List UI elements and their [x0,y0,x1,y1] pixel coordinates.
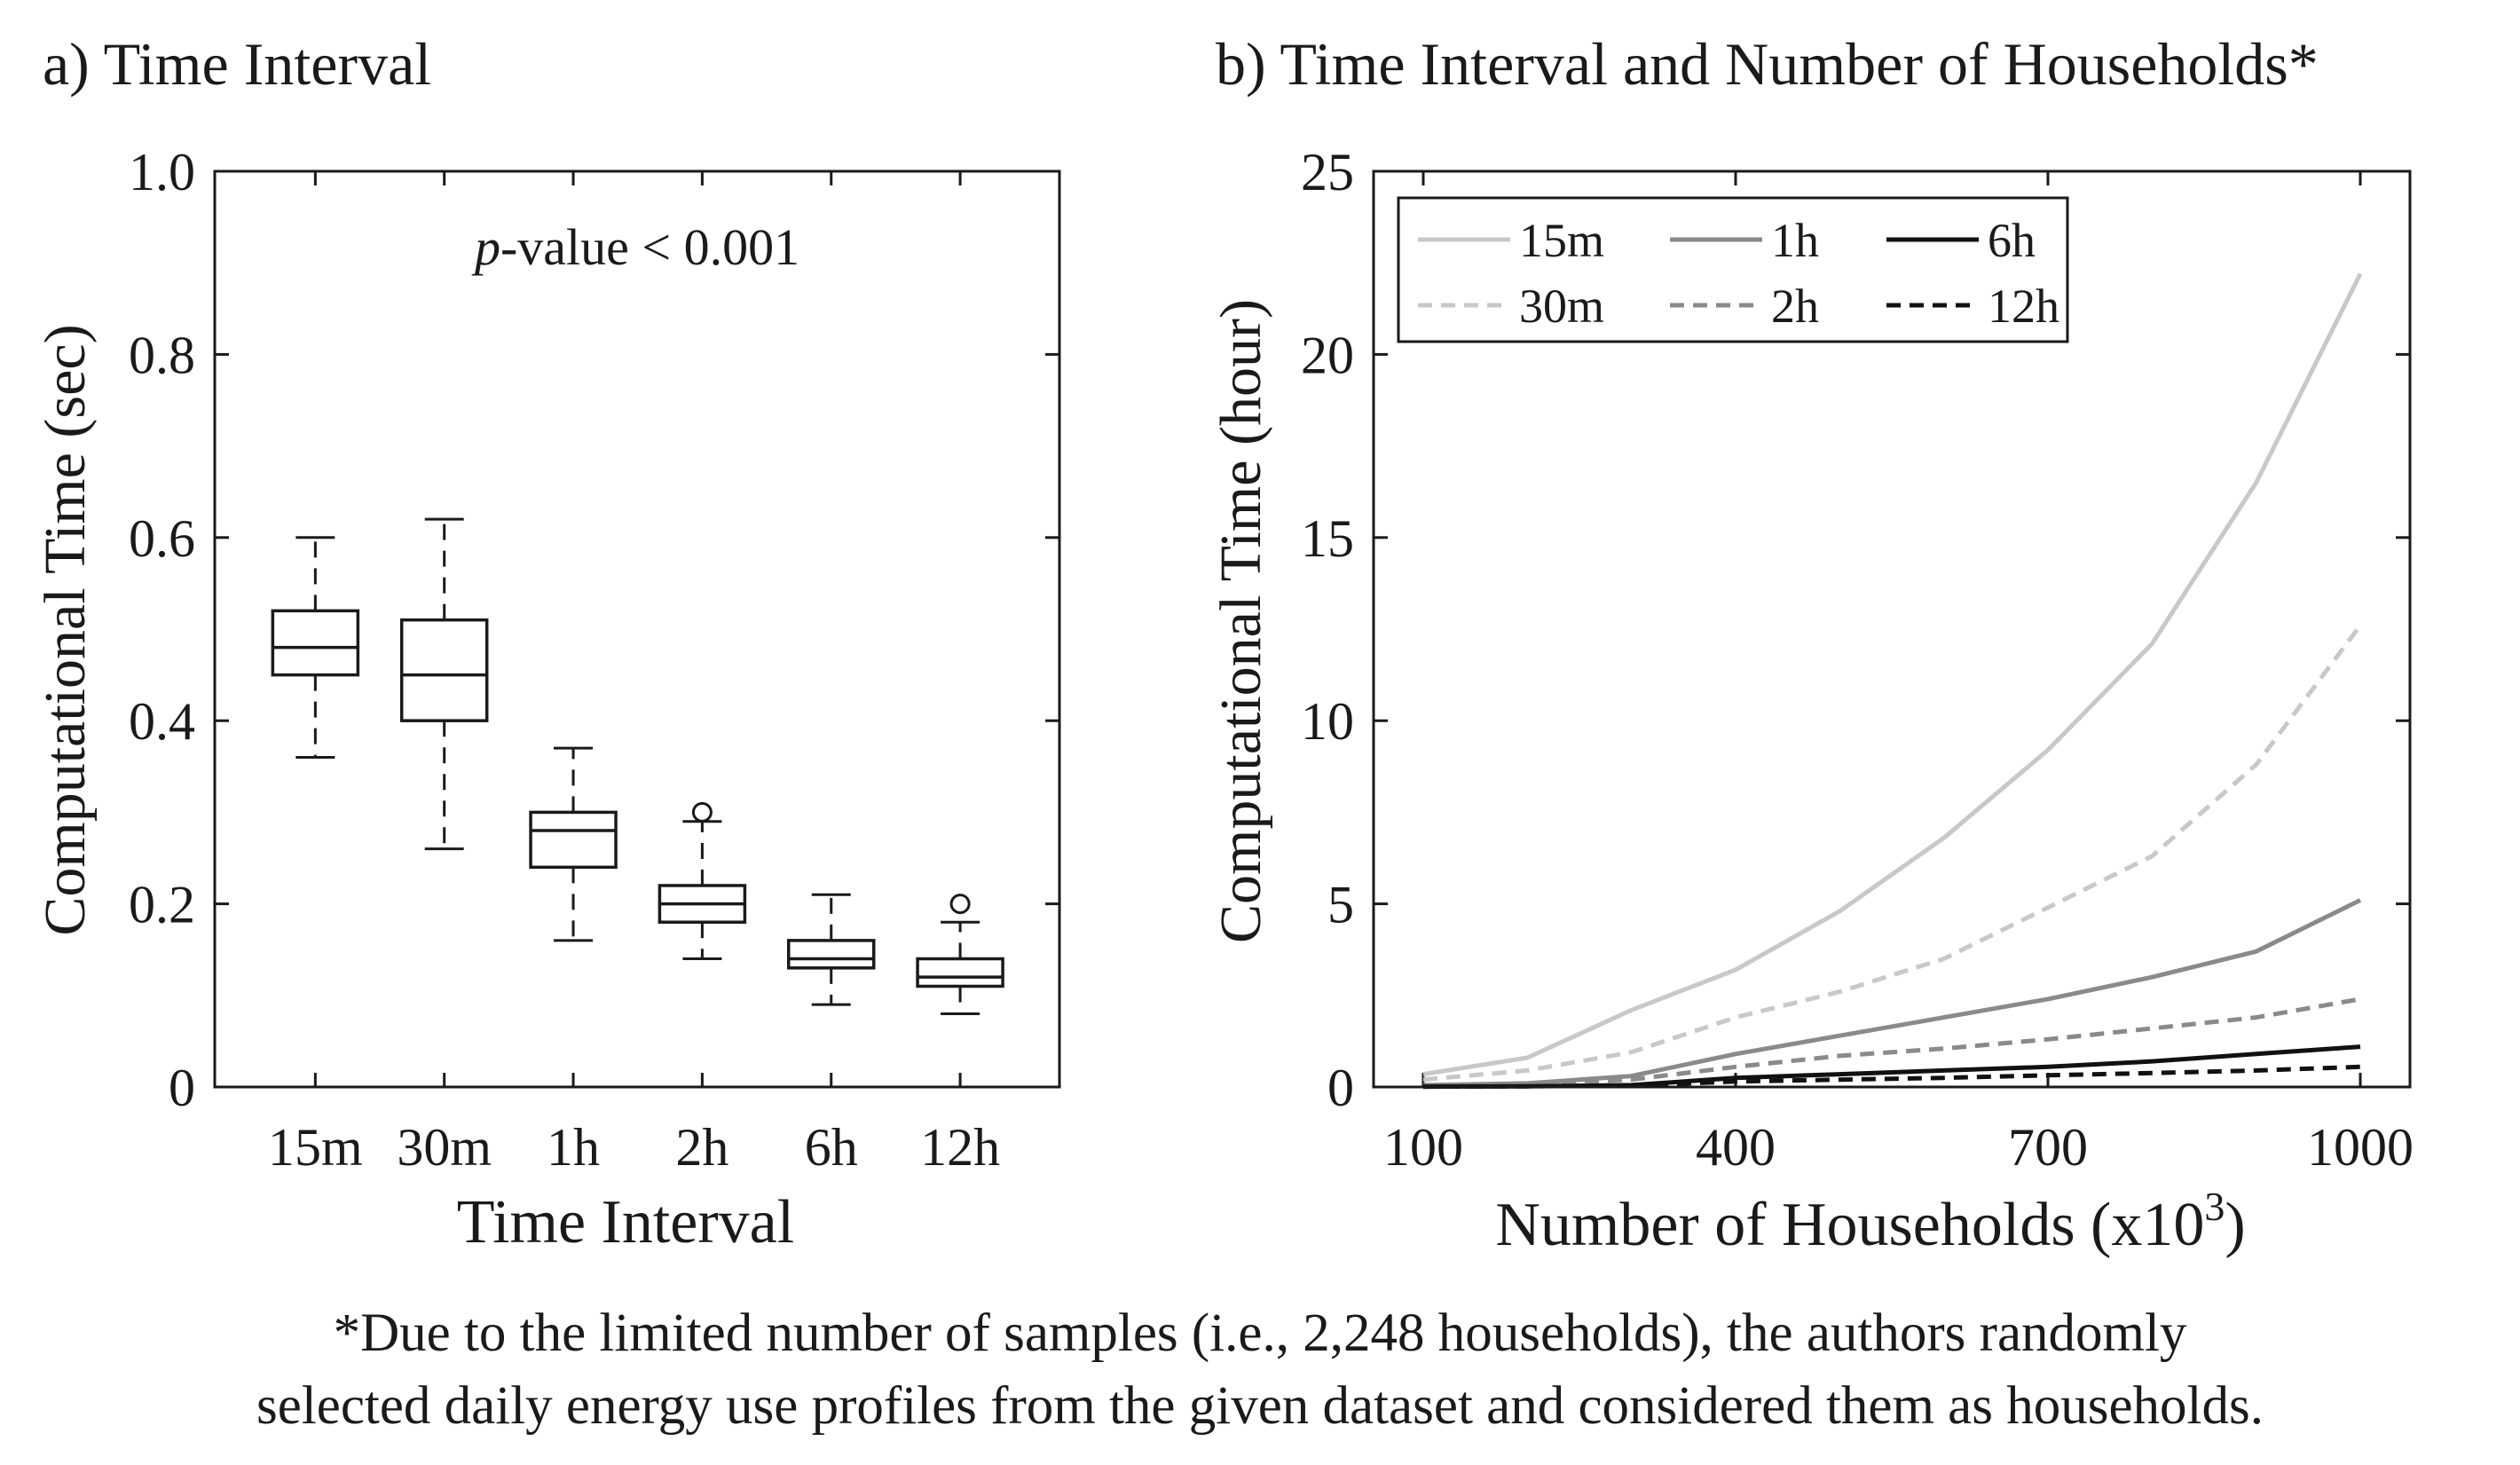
panel-a-frame [213,169,1061,1089]
panel-b-ytick-label: 5 [1327,876,1354,934]
panel-a-xtick-label: 2h [675,1118,728,1177]
legend-label-2h: 2h [1771,280,1819,333]
panel-b-xtick-label: 1000 [2307,1118,2414,1177]
panel-a-ylabel: Computational Time (sec) [33,324,98,935]
series-line-15m [1422,272,2363,1077]
panel-a-xtick-label: 15m [268,1118,363,1177]
legend-label-30m: 30m [1519,280,1604,333]
legend-label-6h: 6h [1988,214,2036,267]
panel-a-xlabel: Time Interval [457,1188,794,1256]
panel-a-ytick-label: 0.2 [129,876,195,934]
panel-b-ytick-label: 0 [1327,1059,1354,1117]
legend-label-12h: 12h [1988,280,2059,333]
panel-b-xtick-label: 700 [2008,1118,2088,1177]
box-iqr [786,939,876,970]
series-line-2h [1422,996,2361,1089]
box-iqr [916,957,1004,988]
panel-b-series [1422,272,2363,1090]
legend-box [1397,196,2069,343]
panel-b: b) Time Interval and Number of Household… [1209,30,2414,1259]
series-line-12h [1422,1064,2361,1090]
panel-b-ytick-label: 25 [1301,143,1354,201]
panel-a-boxes [271,517,1004,1015]
legend-label-15m: 15m [1519,214,1604,267]
panel-b-ytick-label: 20 [1301,326,1354,384]
legend-label-1h: 1h [1771,214,1819,267]
panel-a: a) Time Interval 0 0.2 0.4 0.6 0.8 1.0 15m 30m 1… [33,30,1061,1256]
box-iqr [529,810,618,870]
panel-b-ticks: 0 5 10 15 20 25 100 400 700 1000 [1301,143,2414,1177]
outlier-point [691,801,713,823]
panel-b-ylabel: Computational Time (hour) [1209,299,1273,943]
panel-a-ticks: 0 0.2 0.4 0.6 0.8 1.0 15m 30m 1h 2h 6h 12h [129,143,1059,1177]
panel-b-xtick-label: 100 [1383,1118,1463,1177]
panel-b-title: b) Time Interval and Number of Household… [1216,30,2319,98]
panel-a-title: a) Time Interval [43,30,431,98]
panel-a-xtick-label: 6h [805,1118,858,1177]
panel-b-frame [1372,169,2412,1089]
panel-a-xtick-label: 30m [397,1118,492,1177]
panel-b-xlabel: Number of Households (x103) [1495,1184,2245,1259]
footnote-line-1: *Due to the limited number of samples (i… [333,1304,2187,1363]
panel-b-xtick-label: 400 [1696,1118,1776,1177]
panel-b-ytick-label: 10 [1301,692,1354,751]
panel-b-ytick-label: 15 [1301,509,1354,568]
footnote: *Due to the limited number of samples (i… [0,1297,2520,1443]
panel-a-ytick-label: 0.4 [129,692,195,751]
footnote-line-2: selected daily energy use profiles from … [256,1376,2264,1436]
panel-a-xtick-label: 1h [547,1118,600,1177]
panel-a-ytick-label: 1.0 [129,143,195,201]
panel-a-ytick-label: 0.6 [129,509,195,568]
outlier-point [949,894,971,915]
box-iqr [399,618,489,722]
panel-a-xtick-label: 12h [920,1118,1000,1177]
panel-a-ytick-label: 0.8 [129,326,195,384]
legend: 15m 1h 6h 30m 2h 12h [1397,196,2069,343]
panel-a-ytick-label: 0 [169,1059,195,1117]
box-iqr [271,609,360,677]
series-line-1h [1422,898,2362,1088]
series-line-30m [1422,624,2363,1083]
panel-a-annotation: p-value < 0.001 [471,218,799,276]
